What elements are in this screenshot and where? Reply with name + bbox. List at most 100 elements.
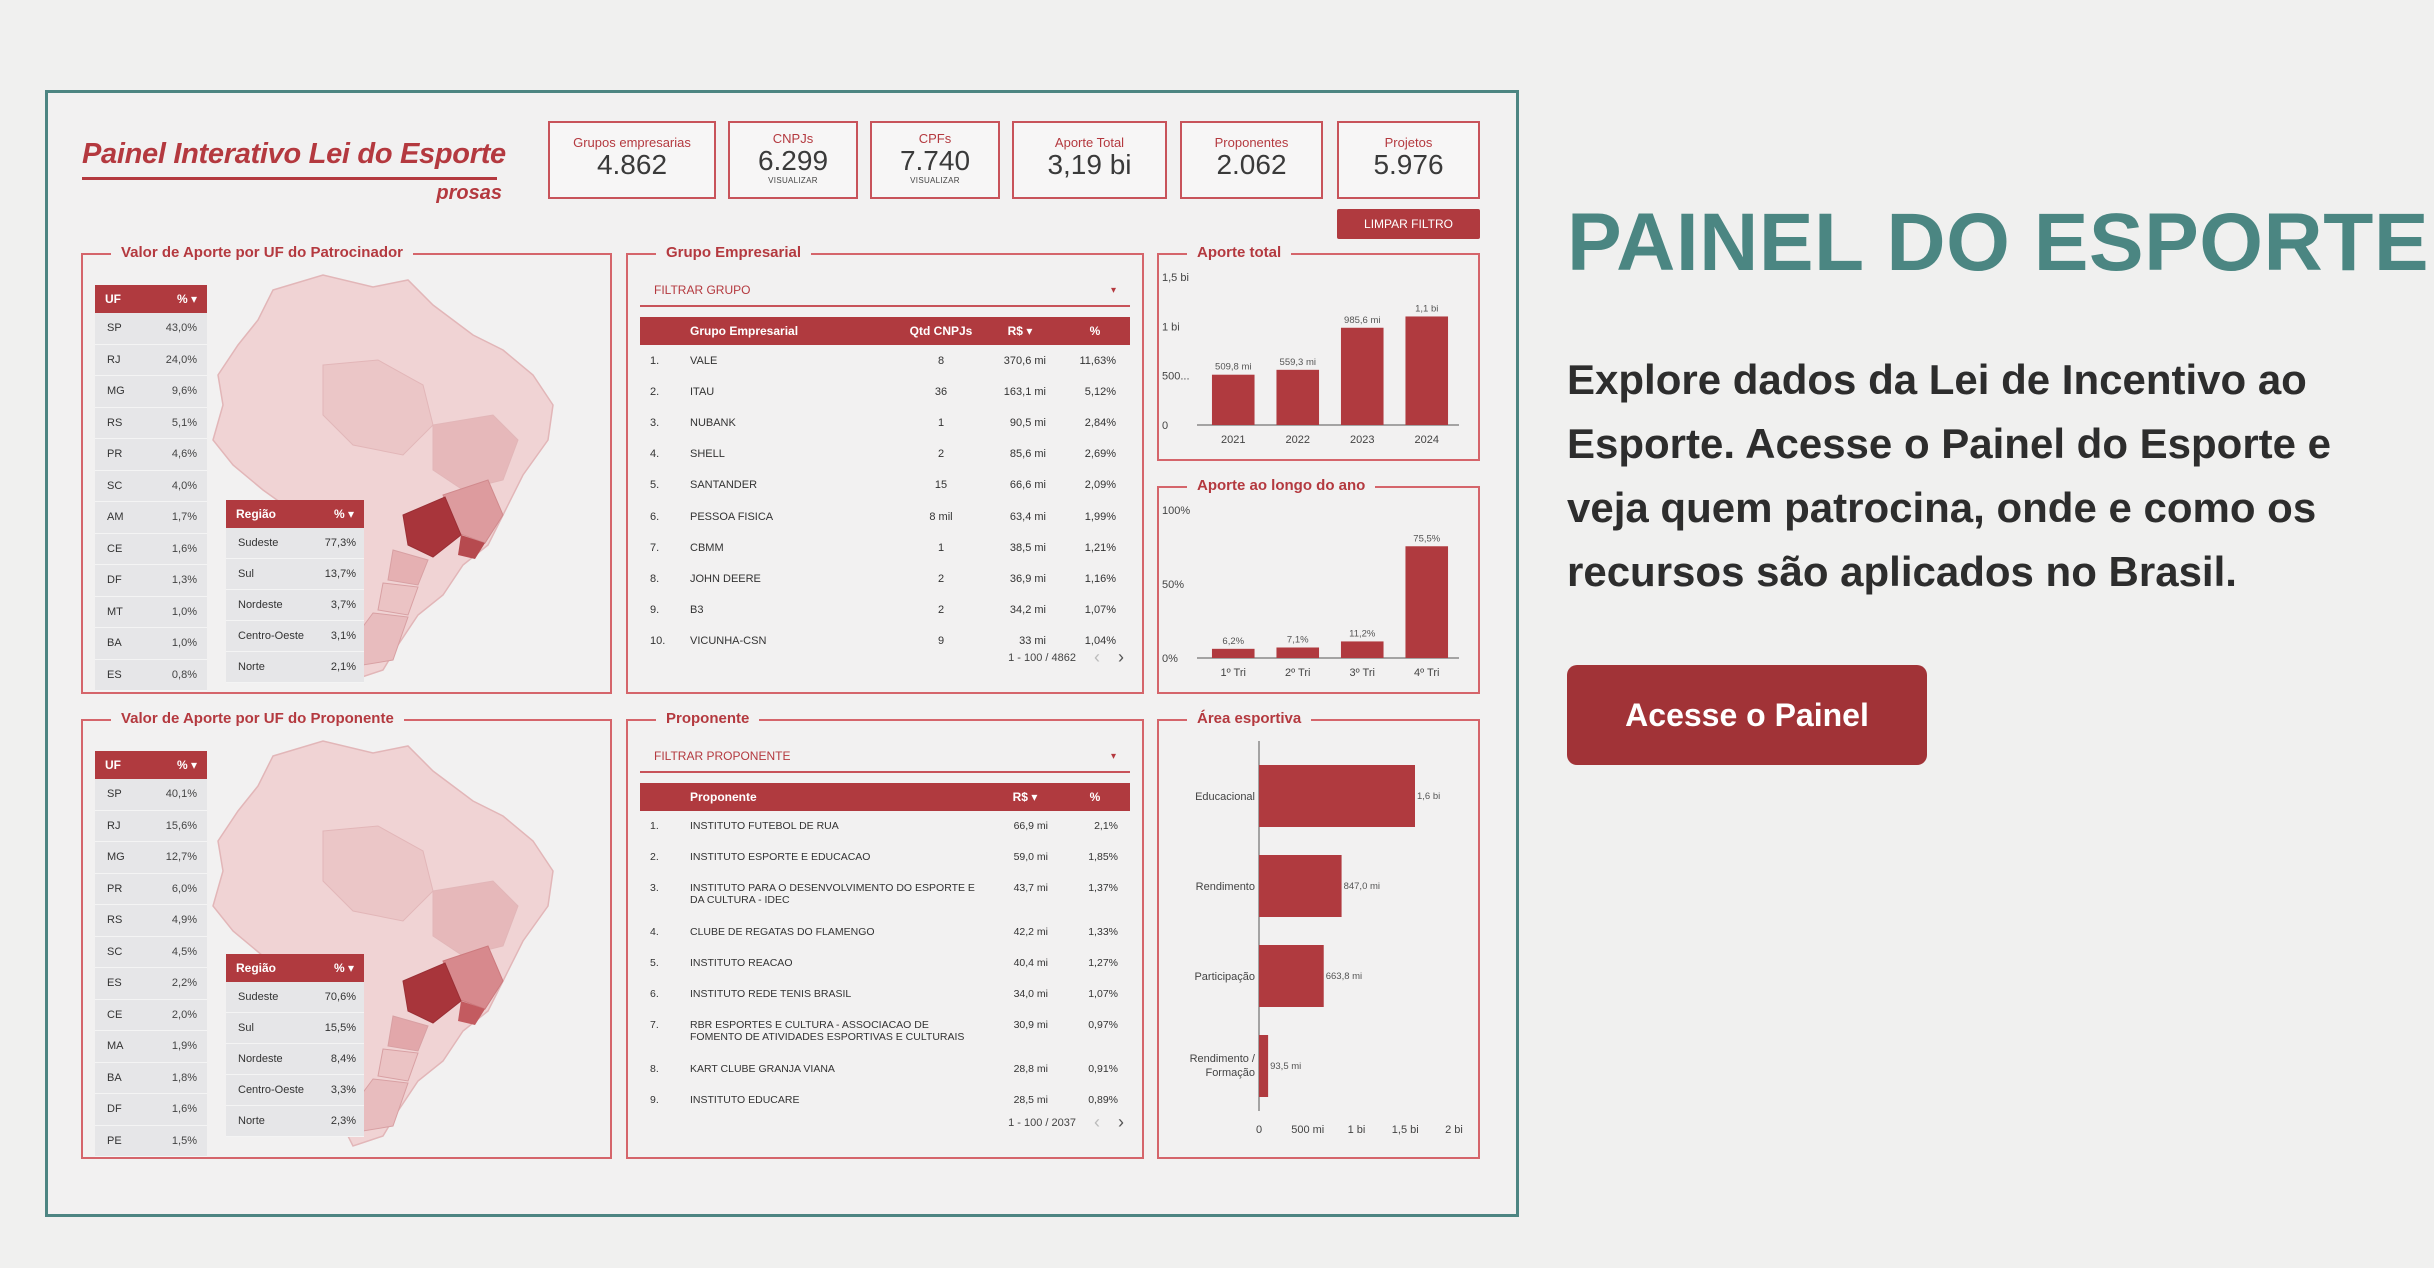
kpi-label: CPFs (918, 131, 952, 146)
uf-row[interactable]: RJ 15,6% (95, 811, 207, 842)
table-row[interactable]: 8. JOHN DEERE 2 36,9 mi 1,16% (640, 563, 1130, 594)
col-qtd[interactable]: Qtd CNPJs (909, 324, 973, 338)
region-row[interactable]: Sudeste 70,6% (226, 982, 364, 1013)
table-row[interactable]: 1. VALE 8 370,6 mi 11,63% (640, 345, 1130, 376)
uf-row[interactable]: PR 6,0% (95, 874, 207, 905)
kpi-cnpjs[interactable]: CNPJs 6.299 VISUALIZAR (728, 121, 858, 199)
table-row[interactable]: 6. PESSOA FISICA 8 mil 63,4 mi 1,99% (640, 501, 1130, 532)
uf-row[interactable]: SC 4,0% (95, 471, 207, 502)
chevron-right-icon[interactable]: › (1118, 1112, 1124, 1132)
region-row[interactable]: Nordeste 3,7% (226, 590, 364, 621)
table-row[interactable]: 1. INSTITUTO FUTEBOL DE RUA 66,9 mi 2,1% (640, 811, 1130, 842)
region-row[interactable]: Nordeste 8,4% (226, 1044, 364, 1075)
kpi-visualizar-link[interactable]: VISUALIZAR (768, 176, 818, 185)
region-name: Nordeste (238, 1053, 283, 1065)
filter-proponente-dropdown[interactable]: FILTRAR PROPONENTE ▾ (640, 741, 1130, 773)
uf-row[interactable]: BA 1,8% (95, 1063, 207, 1094)
col-grupo[interactable]: Grupo Empresarial (690, 324, 799, 338)
region-row[interactable]: Centro-Oeste 3,1% (226, 621, 364, 652)
table-row[interactable]: 5. INSTITUTO REACAO 40,4 mi 1,27% (640, 948, 1130, 979)
uf-row[interactable]: ES 0,8% (95, 660, 207, 691)
uf-row[interactable]: MG 9,6% (95, 376, 207, 408)
x-tick-label: 3º Tri (1350, 667, 1375, 679)
region-row[interactable]: Centro-Oeste 3,3% (226, 1075, 364, 1106)
uf-row[interactable]: RS 4,9% (95, 905, 207, 937)
uf-table-header[interactable]: UF % ▾ (95, 285, 207, 313)
table-row[interactable]: 2. ITAU 36 163,1 mi 5,12% (640, 376, 1130, 407)
table-row[interactable]: 10. VICUNHA-CSN 9 33 mi 1,04% (640, 626, 1130, 657)
col-pct[interactable]: % (1089, 790, 1101, 804)
table-row[interactable]: 5. SANTANDER 15 66,6 mi 2,09% (640, 470, 1130, 501)
region-name: Norte (238, 661, 265, 673)
table-row[interactable]: 7. CBMM 1 38,5 mi 1,21% (640, 532, 1130, 563)
clear-filter-button[interactable]: LIMPAR FILTRO (1337, 209, 1480, 239)
uf-row[interactable]: RS 5,1% (95, 408, 207, 439)
region-name: Centro-Oeste (238, 1084, 305, 1096)
pct-col[interactable]: % ▾ (176, 758, 197, 772)
col-valor[interactable]: R$ ▾ (1007, 324, 1033, 338)
region-row[interactable]: Sul 13,7% (226, 559, 364, 590)
filter-grupo-dropdown[interactable]: FILTRAR GRUPO ▾ (640, 275, 1130, 307)
uf-row[interactable]: SC 4,5% (95, 937, 207, 968)
col-valor[interactable]: R$ ▾ (1012, 790, 1038, 804)
table-row[interactable]: 4. SHELL 2 85,6 mi 2,69% (640, 439, 1130, 470)
kpi-visualizar-link[interactable]: VISUALIZAR (910, 176, 960, 185)
region-table-header[interactable]: Região % ▾ (226, 500, 364, 528)
table-row[interactable]: 9. B3 2 34,2 mi 1,07% (640, 595, 1130, 626)
table-row[interactable]: 7. RBR ESPORTES E CULTURA - ASSOCIACAO DE… (640, 1010, 1130, 1054)
uf-pct: 9,6% (171, 385, 197, 398)
brazil-map[interactable] (203, 731, 603, 1151)
region-row[interactable]: Sudeste 77,3% (226, 528, 364, 559)
uf-row[interactable]: BA 1,0% (95, 628, 207, 660)
uf-table: UF % ▾ SP 43,0% RJ 24,0% MG 9,6% RS 5,1% PR 4,6% S… (95, 285, 207, 691)
uf-row[interactable]: PE 1,5% (95, 1126, 207, 1157)
uf-row[interactable]: DF 1,6% (95, 1094, 207, 1126)
row-valor: 43,7 mi (1013, 882, 1048, 894)
uf-row[interactable]: SP 40,1% (95, 779, 207, 811)
table-row[interactable]: 4. CLUBE DE REGATAS DO FLAMENGO 42,2 mi 1,3… (640, 917, 1130, 948)
chevron-left-icon[interactable]: ‹ (1094, 647, 1100, 667)
chevron-right-icon[interactable]: › (1118, 647, 1124, 667)
uf-pct: 43,0% (165, 322, 197, 335)
table-header: Grupo Empresarial Qtd CNPJs R$ ▾ % (640, 317, 1130, 345)
chevron-left-icon[interactable]: ‹ (1094, 1112, 1100, 1132)
table-row[interactable]: 3. INSTITUTO PARA O DESENVOLVIMENTO DO ES… (640, 873, 1130, 917)
uf-row[interactable]: MG 12,7% (95, 842, 207, 874)
pct-col[interactable]: % ▾ (333, 961, 354, 975)
table-row[interactable]: 2. INSTITUTO ESPORTE E EDUCACAO 59,0 mi 1,8… (640, 842, 1130, 873)
brazil-map[interactable] (203, 265, 603, 685)
kpi-cpfs[interactable]: CPFs 7.740 VISUALIZAR (870, 121, 1000, 199)
region-row[interactable]: Sul 15,5% (226, 1013, 364, 1044)
uf-table: UF % ▾ SP 40,1% RJ 15,6% MG 12,7% PR 6,0% RS 4,9%… (95, 751, 207, 1157)
row-valor: 34,2 mi (1009, 604, 1046, 617)
table-row[interactable]: 6. INSTITUTO REDE TENIS BRASIL 34,0 mi 1,07… (640, 979, 1130, 1010)
table-row[interactable]: 9. INSTITUTO EDUCARE 28,5 mi 0,89% (640, 1085, 1130, 1116)
col-pct[interactable]: % (1089, 324, 1101, 338)
uf-row[interactable]: CE 2,0% (95, 1000, 207, 1031)
table-row[interactable]: 3. NUBANK 1 90,5 mi 2,84% (640, 407, 1130, 438)
region-row[interactable]: Norte 2,1% (226, 652, 364, 683)
uf-row[interactable]: RJ 24,0% (95, 345, 207, 376)
col-proponente[interactable]: Proponente (690, 790, 757, 804)
pct-col[interactable]: % ▾ (176, 292, 197, 306)
region-pct: 2,3% (330, 1115, 356, 1127)
region-table-header[interactable]: Região % ▾ (226, 954, 364, 982)
row-index: 1. (650, 820, 659, 832)
uf-row[interactable]: AM 1,7% (95, 502, 207, 534)
uf-row[interactable]: PR 4,6% (95, 439, 207, 471)
pct-col[interactable]: % ▾ (333, 507, 354, 521)
table-row[interactable]: 8. KART CLUBE GRANJA VIANA 28,8 mi 0,91% (640, 1054, 1130, 1085)
uf-code: RS (107, 914, 123, 927)
access-panel-button[interactable]: Acesse o Painel (1567, 665, 1927, 765)
uf-row[interactable]: MT 1,0% (95, 597, 207, 628)
uf-table-header[interactable]: UF % ▾ (95, 751, 207, 779)
uf-row[interactable]: MA 1,9% (95, 1031, 207, 1063)
data-label: 985,6 mi (1344, 315, 1380, 326)
uf-code: ES (107, 668, 122, 681)
row-pct: 1,33% (1088, 926, 1118, 938)
uf-row[interactable]: CE 1,6% (95, 534, 207, 565)
region-row[interactable]: Norte 2,3% (226, 1106, 364, 1137)
uf-row[interactable]: SP 43,0% (95, 313, 207, 345)
uf-row[interactable]: DF 1,3% (95, 565, 207, 597)
uf-row[interactable]: ES 2,2% (95, 968, 207, 1000)
